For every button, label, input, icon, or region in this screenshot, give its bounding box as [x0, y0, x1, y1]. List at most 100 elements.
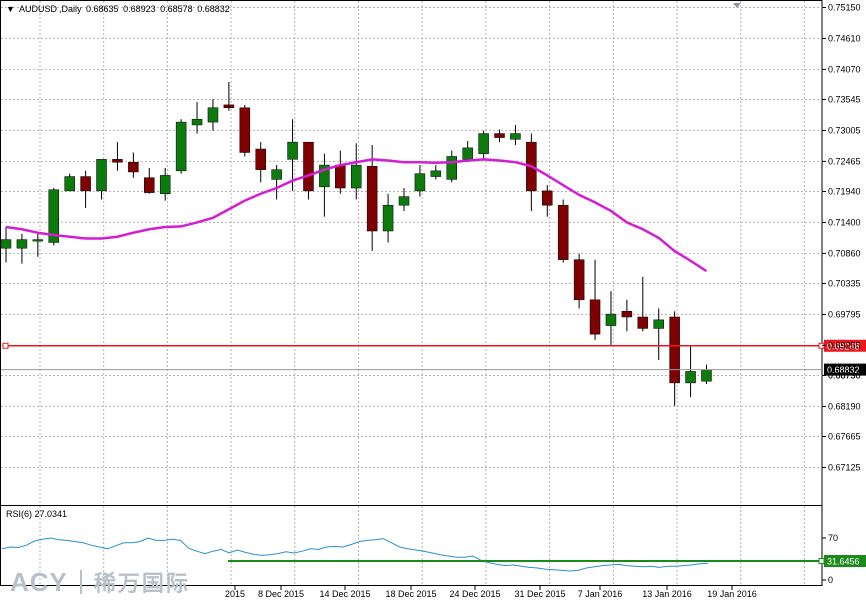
rsi-line [1, 537, 709, 572]
x-tick-label: 18 Dec 2015 [385, 589, 436, 599]
x-tick-label: 14 Dec 2015 [319, 589, 370, 599]
logo-separator [79, 570, 82, 594]
candle-body [462, 147, 473, 160]
candle-body [701, 369, 712, 382]
y-tick-label: 0.70860 [828, 248, 861, 258]
candle-body [478, 133, 489, 154]
candle-body [398, 196, 410, 206]
candle-body [191, 118, 203, 126]
candle-body [96, 159, 107, 192]
current-price-badge [824, 363, 866, 376]
high-value: 0.68923 [123, 4, 156, 14]
candle-body [48, 189, 60, 243]
rsi-tick-label: 70 [828, 533, 838, 543]
rsi-level-badge [824, 555, 866, 568]
candle-body [32, 239, 44, 242]
candle-body [621, 311, 633, 318]
y-tick-label: 0.71400 [828, 217, 861, 227]
candle-body [64, 176, 75, 192]
shift-marker-icon [733, 3, 741, 8]
symbol: AUDUSD [18, 4, 57, 14]
y-tick-label: 0.68190 [828, 401, 861, 411]
y-tick-label: 0.75150 [828, 2, 861, 12]
x-tick-label: 8 Dec 2015 [258, 589, 304, 599]
candle-body [16, 239, 28, 249]
candle-body [669, 316, 680, 384]
candle-body [335, 164, 346, 189]
y-tick-label: 0.71940 [828, 186, 861, 196]
candle-body [112, 159, 123, 163]
candle-body [366, 165, 378, 232]
candle-body [239, 107, 251, 153]
rsi-panel: 7030031.6456 [1, 533, 866, 585]
y-tick-label: 0.67665 [828, 432, 861, 442]
rsi-tick-label: 0 [828, 575, 833, 585]
candle-body [80, 176, 91, 192]
candle-body [653, 319, 664, 329]
candle-body [319, 164, 330, 188]
y-tick-label: 0.74610 [828, 33, 861, 43]
candle-body [605, 313, 617, 326]
candle-body [446, 156, 458, 180]
y-tick-label: 0.72465 [828, 156, 861, 166]
x-tick-label: 13 Jan 2016 [642, 589, 692, 599]
candle-body [589, 299, 601, 335]
candle-body [542, 190, 553, 206]
candle-body [175, 121, 187, 172]
current-price-label: 0.68832 [827, 365, 860, 375]
y-tick-label: 0.73005 [828, 125, 861, 135]
candle-body [510, 133, 521, 140]
y-tick-label: 0.67125 [828, 462, 861, 472]
candle-body [414, 173, 426, 192]
x-axis: 2015 8 Dec 2015 14 Dec 2015 18 Dec 2015 24 D… [225, 585, 757, 599]
rsi-level-handle [818, 558, 825, 565]
candle-body [637, 316, 649, 329]
candle-body [685, 371, 696, 384]
main-grid [0, 0, 823, 586]
candle-body [144, 177, 155, 193]
collapse-arrow-icon[interactable]: ▼ [6, 4, 15, 14]
candle-body [494, 133, 505, 138]
y-tick-label: 0.69255 [828, 340, 861, 350]
candle-body [430, 170, 442, 177]
candle-body [159, 175, 171, 194]
resistance-badge [824, 339, 866, 352]
candle-body [207, 107, 219, 123]
y-tick-label: 0.68730 [828, 370, 861, 380]
resistance-label: 0.69248 [827, 341, 860, 351]
candle-body [271, 169, 282, 180]
candle-body [573, 259, 585, 301]
moving-average [5, 158, 708, 273]
y-tick-label: 0.74070 [828, 64, 861, 74]
candle-body [303, 141, 314, 192]
x-tick-label: 24 Dec 2015 [449, 589, 500, 599]
candle-body [382, 204, 394, 232]
candle-body [223, 104, 235, 109]
open-value: 0.68635 [86, 4, 119, 14]
candle-body [0, 239, 12, 249]
acy-logo: ACY 稀万国际 [10, 566, 190, 598]
candle-body [350, 164, 362, 189]
candles [0, 81, 712, 406]
x-tick-label: 19 Jan 2016 [707, 589, 757, 599]
x-tick-label: 7 Jan 2016 [578, 589, 623, 599]
close-value: 0.68832 [197, 4, 230, 14]
x-tick-label: 31 Dec 2015 [514, 589, 565, 599]
ma-line [5, 158, 708, 273]
low-value: 0.68578 [160, 4, 193, 14]
y-tick-label: 0.69795 [828, 309, 861, 319]
rsi-label: RSI(6) 27.0341 [6, 509, 68, 519]
candle-body [287, 141, 298, 160]
candle-body [557, 204, 569, 260]
logo-brand: ACY [10, 566, 68, 597]
y-tick-label: 0.70335 [828, 278, 861, 288]
y-tick-label: 0.73545 [828, 94, 861, 104]
logo-chinese: 稀万国际 [93, 571, 190, 596]
y-axis: 0.75150 0.74610 0.74070 0.73545 0.73005 0.724… [822, 2, 861, 472]
resistance-handle [2, 342, 9, 349]
candle-body [128, 161, 139, 173]
x-tick-label: 2015 [225, 589, 245, 599]
candle-body [255, 148, 266, 170]
